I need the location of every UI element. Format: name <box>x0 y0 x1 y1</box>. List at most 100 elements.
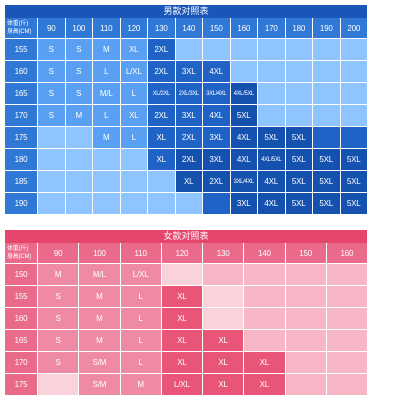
men-empty-cell <box>230 39 257 60</box>
women-size-cell: S <box>38 352 79 373</box>
women-empty-cell <box>203 264 244 285</box>
women-size-cell: M <box>38 264 79 285</box>
men-empty-cell <box>313 127 340 148</box>
women-weight-axis-label: 体重(斤) <box>7 246 28 252</box>
men-height-header: 180 <box>5 149 37 170</box>
men-size-cell: XL <box>175 171 202 192</box>
women-size-cell: M <box>79 308 120 329</box>
men-size-cell: L <box>93 105 120 126</box>
men-size-cell: 4XL <box>203 105 230 126</box>
men-height-header: 170 <box>5 105 37 126</box>
men-size-cell: 3XL <box>203 127 230 148</box>
men-size-cell: XL/2XL <box>148 83 175 104</box>
men-size-cell: 3XL <box>175 61 202 82</box>
women-weight-header: 140 <box>244 243 285 263</box>
men-size-cell: 2XL <box>148 105 175 126</box>
men-size-cell: 5XL <box>313 171 340 192</box>
men-empty-cell <box>38 149 65 170</box>
women-empty-cell <box>326 352 367 373</box>
women-weight-header: 150 <box>285 243 326 263</box>
women-weight-header: 110 <box>120 243 161 263</box>
men-size-cell: 3XL <box>230 193 257 214</box>
men-size-cell: 5XL <box>340 193 367 214</box>
men-empty-cell <box>313 61 340 82</box>
men-weight-header: 180 <box>285 18 312 38</box>
women-size-cell: S <box>38 330 79 351</box>
men-size-cell: M/L <box>93 83 120 104</box>
women-size-cell: M <box>79 286 120 307</box>
women-empty-cell <box>285 374 326 395</box>
women-empty-cell <box>285 352 326 373</box>
women-size-cell: S/M <box>79 374 120 395</box>
men-empty-cell <box>313 83 340 104</box>
women-empty-cell <box>326 330 367 351</box>
men-size-cell: XL <box>148 149 175 170</box>
men-size-cell: S <box>65 61 92 82</box>
men-empty-cell <box>258 61 285 82</box>
women-empty-cell <box>285 286 326 307</box>
women-table-title: 女款对照表 <box>5 230 367 243</box>
men-height-header: 175 <box>5 127 37 148</box>
women-height-header: 170 <box>5 352 37 373</box>
men-empty-cell <box>120 149 147 170</box>
men-empty-cell <box>285 39 312 60</box>
men-size-cell: S <box>65 83 92 104</box>
men-empty-cell <box>93 171 120 192</box>
men-size-cell: M <box>93 127 120 148</box>
men-corner-label: 体重(斤) 身高(CM) <box>5 18 37 38</box>
women-empty-cell <box>326 308 367 329</box>
men-height-header: 185 <box>5 171 37 192</box>
men-height-header: 155 <box>5 39 37 60</box>
men-empty-cell <box>313 39 340 60</box>
women-empty-cell <box>203 308 244 329</box>
men-empty-cell <box>340 61 367 82</box>
men-empty-cell <box>340 83 367 104</box>
men-empty-cell <box>175 193 202 214</box>
men-size-cell: 3XL <box>175 105 202 126</box>
women-size-cell: XL <box>244 374 285 395</box>
women-empty-cell <box>285 330 326 351</box>
men-height-header: 165 <box>5 83 37 104</box>
men-size-cell: 5XL <box>230 105 257 126</box>
men-size-cell: 3XL/4XL <box>230 171 257 192</box>
women-empty-cell <box>285 308 326 329</box>
women-size-cell: L <box>120 330 161 351</box>
men-empty-cell <box>203 193 230 214</box>
women-empty-cell <box>285 264 326 285</box>
women-corner-label: 体重(斤) 身高(CM) <box>5 243 37 263</box>
women-size-cell: XL <box>161 308 202 329</box>
men-empty-cell <box>258 39 285 60</box>
women-size-cell: XL <box>161 352 202 373</box>
men-size-cell: 3XL/4XL <box>203 83 230 104</box>
men-size-cell: L <box>93 61 120 82</box>
women-size-cell: S <box>38 286 79 307</box>
men-empty-cell <box>65 171 92 192</box>
men-size-cell: XL <box>120 39 147 60</box>
men-size-cell: S <box>38 39 65 60</box>
men-empty-cell <box>285 61 312 82</box>
women-empty-cell <box>326 374 367 395</box>
men-empty-cell <box>230 61 257 82</box>
men-size-cell: 5XL <box>285 127 312 148</box>
women-height-header: 150 <box>5 264 37 285</box>
men-size-cell: 4XL <box>258 193 285 214</box>
women-height-axis-label: 身高(CM) <box>7 254 32 260</box>
women-size-cell: XL <box>203 352 244 373</box>
men-size-cell: 4XL <box>230 149 257 170</box>
men-size-cell: 5XL <box>285 171 312 192</box>
women-size-cell: S/M <box>79 352 120 373</box>
men-weight-header: 90 <box>38 18 65 38</box>
men-grid: 体重(斤) 身高(CM) 90 100 110 120 130 140 150 160 170 180… <box>5 18 367 214</box>
women-size-cell: L <box>120 286 161 307</box>
men-size-cell: 5XL <box>340 171 367 192</box>
men-size-cell: 4XL <box>203 61 230 82</box>
men-empty-cell <box>340 105 367 126</box>
men-weight-axis-label: 体重(斤) <box>7 21 28 27</box>
men-empty-cell <box>313 105 340 126</box>
men-empty-cell <box>65 149 92 170</box>
men-size-cell: 2XL <box>175 127 202 148</box>
men-size-cell: 5XL <box>313 193 340 214</box>
men-size-cell: XL <box>148 127 175 148</box>
women-empty-cell <box>244 330 285 351</box>
women-weight-header: 120 <box>161 243 202 263</box>
